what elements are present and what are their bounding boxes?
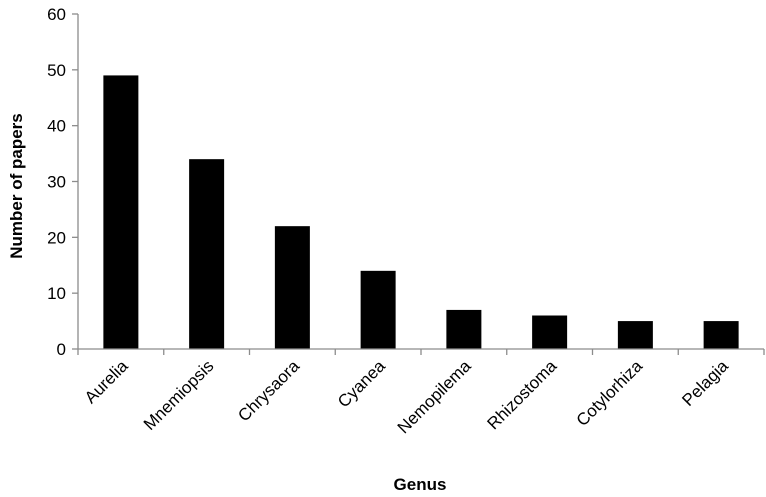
y-tick-label: 50 — [47, 61, 66, 80]
y-tick-label: 30 — [47, 173, 66, 192]
bar-cyanea — [360, 270, 396, 349]
y-tick-label: 0 — [57, 340, 66, 359]
bar-pelagia — [703, 321, 739, 349]
x-ticks-group: Aurelia Mnemiopsis Chrysaora Cyanea Nemopile… — [77, 349, 765, 437]
bar-rhizostoma — [532, 315, 568, 349]
y-axis-title: Number of papers — [7, 113, 26, 258]
bar-aurelia — [103, 75, 139, 350]
bar-chrysaora — [274, 226, 310, 349]
bars-group — [103, 75, 739, 350]
x-tick-label: Pelagia — [678, 356, 732, 410]
x-tick-label: Nemopilema — [394, 356, 475, 437]
y-tick-label: 60 — [47, 5, 66, 24]
y-tick-label: 10 — [47, 284, 66, 303]
x-axis-title: Genus — [394, 475, 447, 494]
y-tick-label: 20 — [47, 228, 66, 247]
bar-mnemiopsis — [189, 159, 225, 349]
x-tick-label: Aurelia — [81, 356, 132, 407]
x-tick-label: Cotylorhiza — [573, 356, 647, 430]
x-tick-label: Rhizostoma — [484, 356, 561, 433]
bar-nemopilema — [446, 309, 482, 349]
y-tick-label: 40 — [47, 117, 66, 136]
bar-cotylorhiza — [617, 321, 653, 349]
x-tick-label: Cyanea — [334, 356, 389, 411]
x-tick-label: Chrysaora — [234, 356, 303, 425]
x-tick-label: Mnemiopsis — [140, 356, 218, 434]
y-ticks-group: 0 10 20 30 40 50 60 — [47, 5, 78, 359]
